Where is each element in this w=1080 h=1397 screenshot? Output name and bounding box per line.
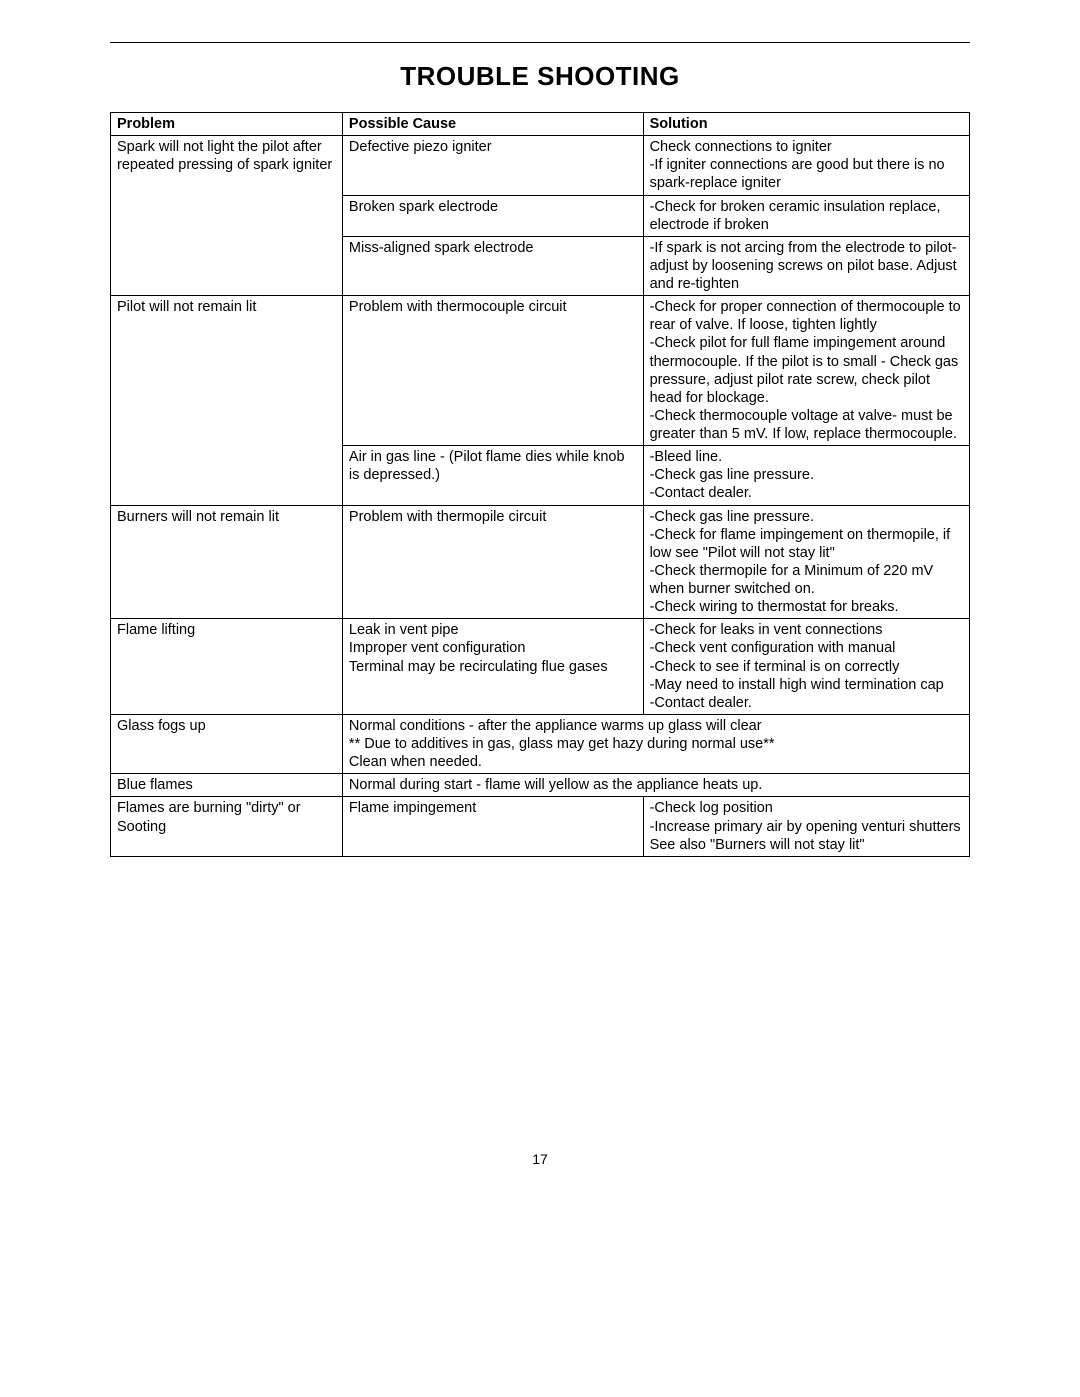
page-number: 17 xyxy=(0,1151,1080,1167)
cell-solution: -Check log position -Increase primary ai… xyxy=(643,797,969,856)
troubleshooting-table: Problem Possible Cause Solution Spark wi… xyxy=(110,112,970,857)
cell-problem xyxy=(111,195,343,236)
table-row: Miss-aligned spark electrode-If spark is… xyxy=(111,236,970,295)
cell-solution: -Check for proper connection of thermoco… xyxy=(643,296,969,446)
cell-solution: -If spark is not arcing from the electro… xyxy=(643,236,969,295)
cell-cause: Air in gas line - (Pilot flame dies whil… xyxy=(342,446,643,505)
cell-problem: Glass fogs up xyxy=(111,714,343,773)
cell-solution: -Check for leaks in vent connections -Ch… xyxy=(643,619,969,715)
table-row: Broken spark electrode-Check for broken … xyxy=(111,195,970,236)
cell-cause: Broken spark electrode xyxy=(342,195,643,236)
table-row: Flames are burning "dirty" or SootingFla… xyxy=(111,797,970,856)
table-row: Air in gas line - (Pilot flame dies whil… xyxy=(111,446,970,505)
header-cause: Possible Cause xyxy=(342,113,643,136)
table-header-row: Problem Possible Cause Solution xyxy=(111,113,970,136)
header-problem: Problem xyxy=(111,113,343,136)
cell-cause-solution-merged: Normal during start - flame will yellow … xyxy=(342,774,969,797)
cell-cause: Problem with thermocouple circuit xyxy=(342,296,643,446)
cell-problem: Flame lifting xyxy=(111,619,343,715)
cell-problem: Burners will not remain lit xyxy=(111,505,343,619)
cell-cause: Problem with thermopile circuit xyxy=(342,505,643,619)
cell-cause: Flame impingement xyxy=(342,797,643,856)
cell-solution: -Check gas line pressure. -Check for fla… xyxy=(643,505,969,619)
cell-problem xyxy=(111,236,343,295)
header-solution: Solution xyxy=(643,113,969,136)
cell-solution: -Bleed line. -Check gas line pressure. -… xyxy=(643,446,969,505)
cell-problem: Pilot will not remain lit xyxy=(111,296,343,446)
cell-problem: Spark will not light the pilot after rep… xyxy=(111,136,343,195)
cell-cause-solution-merged: Normal conditions - after the appliance … xyxy=(342,714,969,773)
top-rule xyxy=(110,42,970,43)
table-row: Spark will not light the pilot after rep… xyxy=(111,136,970,195)
cell-solution: -Check for broken ceramic insulation rep… xyxy=(643,195,969,236)
table-row: Blue flamesNormal during start - flame w… xyxy=(111,774,970,797)
table-row: Burners will not remain litProblem with … xyxy=(111,505,970,619)
cell-problem: Blue flames xyxy=(111,774,343,797)
cell-cause: Defective piezo igniter xyxy=(342,136,643,195)
table-row: Flame liftingLeak in vent pipe Improper … xyxy=(111,619,970,715)
cell-cause: Leak in vent pipe Improper vent configur… xyxy=(342,619,643,715)
cell-problem: Flames are burning "dirty" or Sooting xyxy=(111,797,343,856)
table-row: Glass fogs upNormal conditions - after t… xyxy=(111,714,970,773)
cell-cause: Miss-aligned spark electrode xyxy=(342,236,643,295)
table-row: Pilot will not remain litProblem with th… xyxy=(111,296,970,446)
page-title: TROUBLE SHOOTING xyxy=(110,61,970,92)
cell-problem xyxy=(111,446,343,505)
cell-solution: Check connections to igniter -If igniter… xyxy=(643,136,969,195)
